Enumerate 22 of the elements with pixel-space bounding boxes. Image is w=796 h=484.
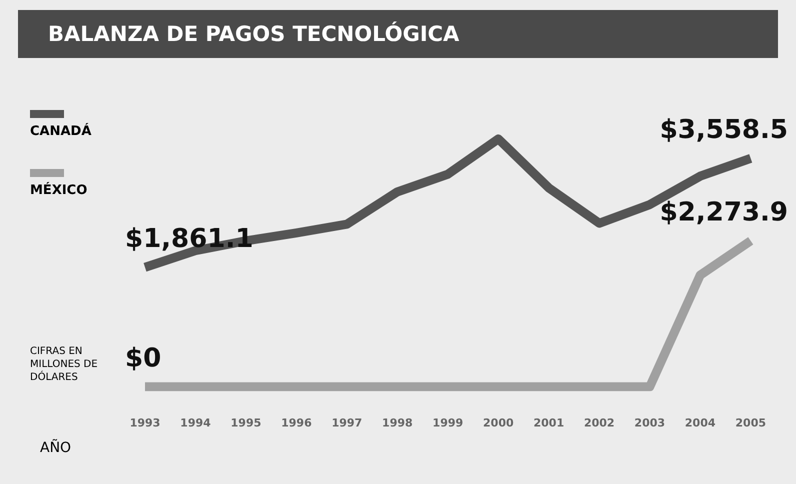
- data-label: $1,861.1: [125, 224, 254, 254]
- x-tick-label: 2005: [735, 416, 766, 430]
- x-tick-label: 2001: [533, 416, 564, 430]
- chart-title: BALANZA DE PAGOS TECNOLÓGICA: [18, 10, 778, 58]
- data-label: $3,558.5: [660, 115, 788, 146]
- x-tick-label: 1999: [432, 416, 464, 430]
- x-tick-label: 2000: [483, 416, 514, 430]
- x-tick-label: 1996: [281, 416, 312, 430]
- x-tick-label: 1998: [382, 416, 413, 430]
- legend-label: CANADÁ: [30, 124, 92, 139]
- x-tick-label: 1994: [180, 416, 212, 430]
- x-tick-label: 1995: [230, 416, 262, 430]
- x-tick-label: 1993: [130, 416, 160, 430]
- text: CIFRAS EN MILLONES DE DÓLARES: [30, 345, 99, 384]
- x-axis-title: AÑO: [40, 440, 72, 456]
- x-tick-label: 2003: [634, 416, 666, 430]
- data-label: $2,273.9: [660, 198, 788, 228]
- x-tick-label: 2004: [684, 416, 716, 430]
- x-tick-label: 2002: [584, 416, 615, 430]
- data-label: $0: [125, 344, 162, 374]
- legend-label: MÉXICO: [30, 183, 88, 198]
- x-tick-label: 1997: [332, 416, 362, 430]
